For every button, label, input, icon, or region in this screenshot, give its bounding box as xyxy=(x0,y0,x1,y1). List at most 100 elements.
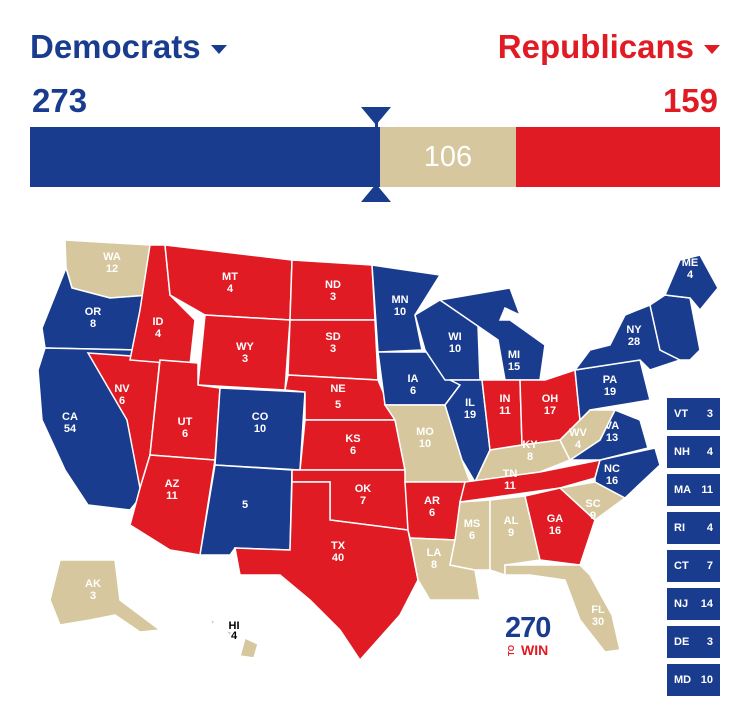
state-oh-label: OH xyxy=(542,393,559,405)
small-state-nh[interactable]: NH 4 xyxy=(667,436,720,468)
state-ia-label: IA xyxy=(408,373,419,385)
state-id-label: ID xyxy=(153,316,164,328)
small-state-de[interactable]: DE 3 xyxy=(667,626,720,658)
democrats-dropdown[interactable]: Democrats xyxy=(30,28,227,66)
state-ca-votes: 54 xyxy=(64,423,77,435)
state-ms-label: MS xyxy=(464,518,481,530)
state-il-label: IL xyxy=(465,397,475,409)
state-ne-votes: 5 xyxy=(335,399,341,411)
state-tx-votes: 40 xyxy=(332,552,344,564)
state-wy[interactable]: WY 3 xyxy=(197,314,291,391)
state-sc[interactable]: SC 9 xyxy=(558,481,627,522)
state-il[interactable]: IL 19 xyxy=(444,379,491,484)
logo-number: 270 xyxy=(505,612,551,644)
state-sc-label: SC xyxy=(585,498,600,510)
state-mi-label: MI xyxy=(508,349,520,361)
chevron-down-icon xyxy=(210,44,227,54)
state-co-label: CO xyxy=(252,411,269,423)
republican-bar-segment xyxy=(516,127,720,187)
state-nc-label: NC xyxy=(604,463,620,475)
state-nm-votes: 5 xyxy=(242,499,248,511)
republicans-label: Republicans xyxy=(497,28,694,65)
us-electoral-map: WA 12 OR 8 CA 54 NV 6 ID 4 MT 4 WY 3 UT … xyxy=(37,239,719,662)
state-fl-label: FL xyxy=(591,604,605,616)
threshold-marker-top-icon xyxy=(361,107,391,125)
state-ks[interactable]: KS 6 xyxy=(299,419,406,471)
270towin-logo: 270 TO WIN xyxy=(505,612,551,658)
state-nv-votes: 6 xyxy=(119,395,125,407)
state-az-label: AZ xyxy=(165,478,180,490)
state-ar-label: AR xyxy=(424,495,440,507)
state-in-label: IN xyxy=(500,393,511,405)
state-ar-votes: 6 xyxy=(429,507,435,519)
state-al-votes: 9 xyxy=(508,527,514,539)
small-state-ct[interactable]: CT 7 xyxy=(667,550,720,582)
state-wi-label: WI xyxy=(448,331,461,343)
state-me-label: ME xyxy=(682,257,699,269)
logo-wordmark: TO WIN xyxy=(505,643,550,657)
small-state-nj[interactable]: NJ 14 xyxy=(667,588,720,620)
state-or-votes: 8 xyxy=(90,318,96,330)
small-state-ma[interactable]: MA 11 xyxy=(667,474,720,506)
state-me[interactable]: ME 4 xyxy=(663,254,719,312)
small-state-label: MD xyxy=(674,674,692,686)
state-id-votes: 4 xyxy=(155,328,162,340)
state-ak[interactable]: AK 3 xyxy=(49,559,162,633)
state-tn-votes: 11 xyxy=(504,480,516,492)
state-ia-votes: 6 xyxy=(410,385,416,397)
state-mn[interactable]: MN 10 xyxy=(371,264,442,353)
small-state-vt[interactable]: VT 3 xyxy=(667,398,720,430)
state-ga[interactable]: GA 16 xyxy=(524,487,596,566)
state-or[interactable]: OR 8 xyxy=(41,265,151,351)
state-me-votes: 4 xyxy=(687,269,694,281)
state-az-votes: 11 xyxy=(166,490,178,502)
republicans-dropdown[interactable]: Republicans xyxy=(498,28,720,66)
270-threshold-line xyxy=(375,120,378,190)
state-ut-votes: 6 xyxy=(182,428,188,440)
state-wa-label: WA xyxy=(103,251,121,263)
state-wv-votes: 4 xyxy=(575,439,582,451)
state-ut-label: UT xyxy=(178,416,193,428)
state-co[interactable]: CO 10 xyxy=(214,387,306,471)
tossup-count: 106 xyxy=(423,140,473,173)
state-ne-label: NE xyxy=(330,383,345,395)
state-hi[interactable]: HI 4 xyxy=(208,615,259,659)
state-mn-label: MN xyxy=(391,294,408,306)
tossup-bar-segment: 106 xyxy=(380,127,516,187)
state-tx-label: TX xyxy=(331,540,346,552)
state-or-label: OR xyxy=(85,306,102,318)
state-mi[interactable]: MI 15 xyxy=(438,287,546,381)
state-nm[interactable]: 5 xyxy=(199,464,293,556)
state-sd[interactable]: SD 3 xyxy=(287,319,379,381)
state-pa-label: PA xyxy=(603,374,618,386)
state-ok-votes: 7 xyxy=(360,495,366,507)
state-oh[interactable]: OH 17 xyxy=(519,368,581,446)
small-state-ri[interactable]: RI 4 xyxy=(667,512,720,544)
state-hi-label: HI xyxy=(229,620,240,632)
state-al-label: AL xyxy=(504,515,519,527)
state-il-votes: 19 xyxy=(464,409,476,421)
republicans-count: 159 xyxy=(662,82,718,119)
state-nd-label: ND xyxy=(325,279,341,291)
state-nd[interactable]: ND 3 xyxy=(289,259,376,321)
state-ky-votes: 8 xyxy=(527,451,533,463)
small-state-votes: 3 xyxy=(706,408,713,420)
state-ga-label: GA xyxy=(547,513,564,525)
state-pa-votes: 19 xyxy=(604,386,616,398)
state-fl[interactable]: FL 30 xyxy=(504,564,621,653)
state-nc[interactable]: NC 16 xyxy=(594,447,661,499)
state-in-votes: 11 xyxy=(499,405,511,417)
state-tx[interactable]: TX 40 xyxy=(234,481,419,662)
small-state-md[interactable]: MD 10 xyxy=(667,664,720,696)
state-sd-label: SD xyxy=(325,331,340,343)
small-state-votes: 7 xyxy=(706,560,713,572)
state-ak-label: AK xyxy=(85,578,101,590)
electoral-vote-bar: 106 xyxy=(30,127,720,187)
small-state-label: NJ xyxy=(674,598,689,610)
democrats-count: 273 xyxy=(32,82,88,119)
state-nv-label: NV xyxy=(114,383,130,395)
state-oh-votes: 17 xyxy=(544,405,556,417)
state-tn-label: TN xyxy=(503,468,518,480)
small-state-votes: 3 xyxy=(706,636,713,648)
state-ny-label: NY xyxy=(626,324,642,336)
